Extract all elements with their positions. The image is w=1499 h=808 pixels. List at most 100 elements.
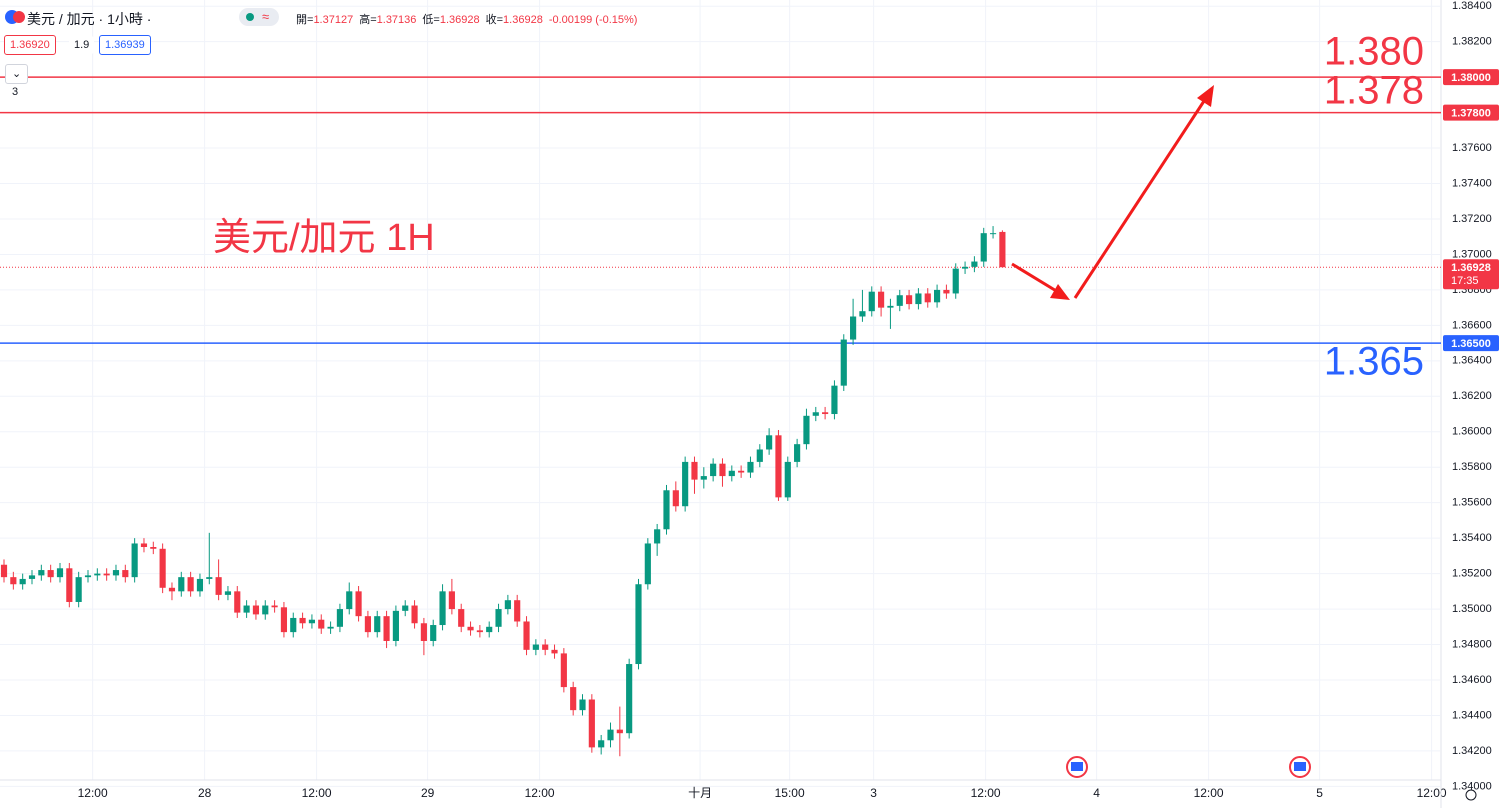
candle-body (122, 570, 129, 578)
candle-body (355, 591, 362, 617)
candle-body (523, 621, 530, 650)
candle-body (364, 616, 371, 633)
x-tick-label: 28 (198, 786, 212, 800)
y-tick-label: 1.38200 (1452, 36, 1492, 48)
price-badge (1443, 104, 1499, 121)
arrow-head (1050, 284, 1070, 300)
candle-body (486, 626, 493, 633)
symbol[interactable]: 美元 / 加元 · 1小時 · (27, 11, 152, 27)
price-badge (1443, 69, 1499, 86)
candle-body (915, 293, 922, 305)
candle-body (542, 644, 549, 650)
candle-body (663, 490, 670, 530)
candle-body (999, 231, 1006, 268)
y-tick-label: 1.36200 (1452, 390, 1492, 402)
candle-body (252, 605, 260, 615)
event-flag (1294, 762, 1306, 771)
candle-body (28, 575, 36, 579)
candle-body (290, 617, 297, 633)
candle-body (215, 577, 222, 595)
candle-body (588, 699, 595, 748)
candle-body (570, 687, 577, 711)
price-badge (1443, 335, 1499, 352)
indicator-count: 3 (12, 86, 19, 98)
candle-body (812, 412, 819, 416)
candle-body (19, 578, 26, 585)
candle-body (822, 412, 829, 415)
x-tick-label: 3 (870, 786, 877, 800)
candle-body (336, 609, 343, 627)
ohlc-legend: 開=1.37127 高=1.37136 低=1.36928 收=1.36928 -0.0… (296, 11, 637, 27)
candle-body (682, 461, 689, 507)
spread: 1.9 (69, 36, 95, 54)
annotation: 美元/加元 1H (213, 217, 435, 259)
price-badge-label: 1.37800 (1451, 108, 1491, 120)
ohlc-value: 1.37127 (313, 14, 354, 26)
candle-body (271, 605, 278, 608)
y-tick-label: 1.36400 (1452, 355, 1492, 367)
status-badge: ≈ (262, 9, 270, 24)
sell-button[interactable]: 1.36920 (4, 35, 56, 55)
y-tick-label: 1.35600 (1452, 497, 1492, 509)
candle-body (234, 591, 241, 613)
candle-body (952, 268, 959, 294)
candle-body (514, 600, 521, 622)
candle-body (971, 261, 978, 267)
event-flag (1071, 762, 1083, 771)
last-price-label: 1.36928 (1451, 262, 1491, 274)
candle-body (887, 305, 894, 308)
candle-body (467, 626, 474, 631)
candle-body (47, 570, 54, 578)
x-tick-label: 12:00 (1417, 786, 1447, 800)
candle-body (280, 607, 288, 633)
candle-body (374, 616, 381, 633)
candle-body (476, 630, 483, 633)
candle-body (560, 653, 567, 688)
candle-body (672, 490, 679, 507)
candle-body (140, 543, 148, 548)
x-tick-label: 29 (421, 786, 435, 800)
candle-body (495, 609, 502, 627)
x-tick-label: 12:00 (1194, 786, 1224, 800)
candle-body (196, 578, 204, 592)
ohlc-label: 高= (359, 14, 377, 26)
y-tick-label: 1.37000 (1452, 248, 1492, 260)
candle-body (458, 609, 465, 627)
candle-body (598, 740, 605, 748)
status-pill[interactable]: ≈ (239, 8, 279, 26)
candle-body (635, 584, 642, 665)
ohlc-value: 1.36928 (503, 14, 543, 26)
candle-body (756, 449, 763, 462)
candle-body (924, 293, 931, 303)
candle-body (75, 577, 82, 602)
x-tick-label: 12:00 (525, 786, 555, 800)
candle-body (420, 623, 427, 641)
candle-body (131, 543, 138, 578)
candle-body (803, 415, 810, 445)
price-badge-label: 1.36500 (1451, 338, 1491, 350)
y-tick-label: 1.35400 (1452, 532, 1492, 544)
y-tick-label: 1.35000 (1452, 603, 1492, 615)
candle-body (579, 699, 586, 711)
candle-body (448, 591, 455, 610)
buy-button[interactable]: 1.36939 (99, 35, 151, 55)
annotation: 1.365 (1324, 340, 1424, 384)
candle-body (906, 295, 913, 305)
indicator-toggle[interactable]: ⌄ 3 (5, 64, 29, 98)
candle-body (150, 547, 157, 549)
candle-body (103, 573, 110, 576)
y-tick-label: 1.37400 (1452, 177, 1492, 189)
candle-body (112, 570, 120, 576)
candle-body (710, 463, 717, 477)
y-tick-label: 1.35800 (1452, 461, 1492, 473)
candle-body (0, 564, 8, 578)
candle-body (654, 529, 661, 544)
candle-body (794, 444, 801, 462)
candle-body (700, 476, 707, 480)
candle-body (439, 591, 446, 626)
x-tick-label: 十月 (688, 786, 712, 800)
candle-body (346, 591, 353, 610)
y-tick-label: 1.34600 (1452, 674, 1492, 686)
